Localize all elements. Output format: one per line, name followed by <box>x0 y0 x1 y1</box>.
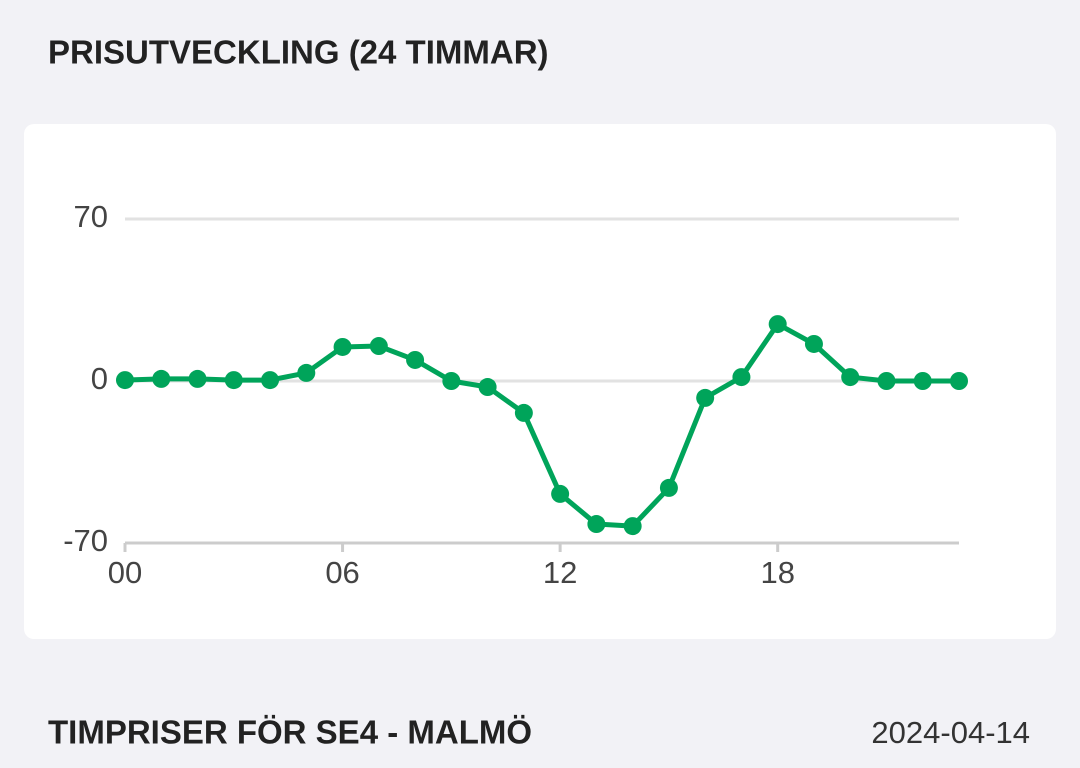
section-title: TIMPRISER FÖR SE4 - MALMÖ <box>48 714 532 751</box>
price-point <box>587 515 606 534</box>
x-tick-label: 00 <box>108 555 142 590</box>
price-point <box>877 372 896 390</box>
price-point <box>913 372 932 390</box>
price-point <box>333 337 352 356</box>
price-point <box>442 372 461 390</box>
price-point <box>224 371 243 390</box>
price-point <box>551 484 570 503</box>
price-point <box>116 371 134 390</box>
price-point <box>478 378 497 397</box>
heading: PRISUTVECKLING (24 TIMMAR) <box>48 34 549 71</box>
price-point <box>659 478 678 497</box>
y-tick-label: 0 <box>91 361 108 396</box>
price-point <box>406 350 425 369</box>
x-tick-label: 12 <box>543 555 577 590</box>
x-tick-label: 06 <box>325 555 359 590</box>
section-date: 2024-04-14 <box>871 715 1030 750</box>
price-point <box>950 372 968 390</box>
price-point <box>623 517 642 536</box>
price-point <box>261 371 280 390</box>
price-point <box>514 403 533 422</box>
x-tick-label: 18 <box>760 555 794 590</box>
price-point <box>804 334 823 353</box>
price-point <box>841 368 860 387</box>
price-point <box>152 369 171 388</box>
price-point <box>369 337 388 356</box>
price-point <box>297 363 316 382</box>
y-tick-label: 70 <box>74 199 108 234</box>
price-point <box>732 368 751 387</box>
price-point <box>768 315 787 334</box>
price-point <box>696 388 715 407</box>
price-point <box>188 369 207 388</box>
y-tick-label: -70 <box>63 523 108 558</box>
